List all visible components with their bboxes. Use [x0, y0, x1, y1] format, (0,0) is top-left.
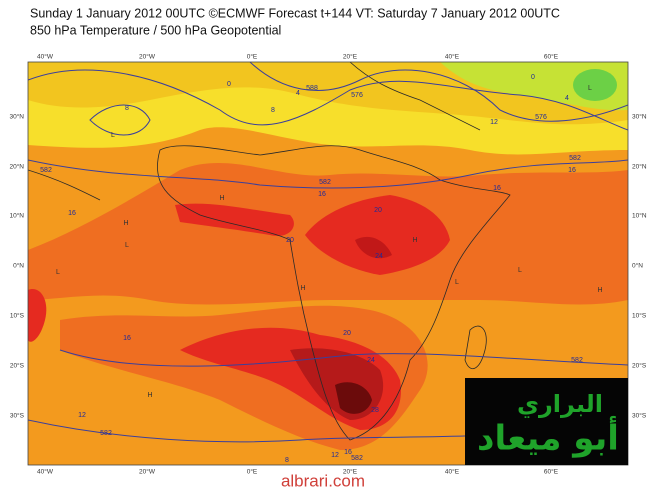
latitude-label: 30°N	[632, 113, 647, 121]
contour-label: 4	[296, 90, 300, 97]
latitude-label: 10°N	[632, 212, 647, 220]
watermark-box	[465, 378, 628, 465]
pressure-center: H	[123, 220, 128, 227]
contour-label: 576	[535, 114, 547, 121]
pressure-center: H	[412, 237, 417, 244]
latitude-label: 20°N	[632, 163, 647, 171]
contour-label: 16	[568, 167, 576, 174]
pressure-center: L	[455, 279, 459, 286]
pressure-center: H	[147, 392, 152, 399]
contour-label: 16	[318, 191, 326, 198]
contour-label: 12	[490, 119, 498, 126]
longitude-label: 40°E	[445, 468, 460, 476]
latitude-label: 0°N	[632, 262, 643, 270]
pressure-center: L	[111, 132, 115, 139]
contour-label: 582	[319, 179, 331, 186]
latitude-label: 30°S	[632, 412, 647, 420]
pressure-center: L	[588, 85, 592, 92]
contour-label: 8	[125, 105, 129, 112]
longitude-label: 0°E	[247, 468, 258, 476]
contour-label: 12	[78, 412, 86, 419]
latitude-label: 20°N	[9, 163, 24, 171]
map-labels: 40°W 40°W 20°W 20°W 0°E 0°E 20°E 20°E 40°E 40°E 60…	[9, 53, 646, 476]
pressure-center: H	[300, 285, 305, 292]
contour-label: 0	[227, 81, 231, 88]
contour-label: 28	[371, 407, 379, 414]
pressure-center: H	[597, 287, 602, 294]
longitude-label: 40°W	[37, 53, 54, 61]
latitude-label: 30°S	[10, 412, 25, 420]
latitude-label: 20°S	[632, 362, 647, 370]
watermark-line1: البراري	[517, 390, 603, 418]
latitude-label: 10°S	[632, 312, 647, 320]
pressure-center: L	[125, 242, 129, 249]
pressure-center: H	[219, 195, 224, 202]
contour-label: 8	[285, 457, 289, 464]
longitude-label: 40°E	[445, 53, 460, 61]
contour-label: 20	[374, 207, 382, 214]
contour-label: 24	[375, 253, 383, 260]
latitude-label: 30°N	[9, 113, 24, 121]
pressure-center: L	[56, 269, 60, 276]
map-subtitle: 850 hPa Temperature / 500 hPa Geopotenti…	[30, 23, 281, 37]
contour-label: 582	[571, 357, 583, 364]
contour-label: 12	[331, 452, 339, 459]
map-field	[28, 62, 628, 465]
pressure-center: L	[518, 267, 522, 274]
contour-label: 576	[351, 92, 363, 99]
contour-label: 20	[343, 330, 351, 337]
watermark-site: albrari.com	[281, 471, 365, 490]
map-title: Sunday 1 January 2012 00UTC ©ECMWF Forec…	[30, 6, 560, 20]
watermark-line2: أبو ميعاد	[477, 416, 619, 459]
contour-label: 588	[306, 85, 318, 92]
longitude-label: 60°E	[544, 468, 559, 476]
longitude-label: 20°W	[139, 468, 156, 476]
latitude-label: 10°S	[10, 312, 25, 320]
longitude-label: 20°W	[139, 53, 156, 61]
longitude-label: 20°E	[343, 468, 358, 476]
contour-label: 582	[351, 455, 363, 462]
contour-label: 24	[367, 357, 375, 364]
contour-label: 582	[569, 155, 581, 162]
contour-label: 16	[493, 185, 501, 192]
longitude-label: 0°E	[247, 53, 258, 61]
contour-label: 8	[271, 107, 275, 114]
contour-label: 582	[40, 167, 52, 174]
latitude-label: 10°N	[9, 212, 24, 220]
contour-label: 582	[100, 430, 112, 437]
longitude-label: 40°W	[37, 468, 54, 476]
contour-label: 4	[565, 95, 569, 102]
contour-label: 16	[344, 449, 352, 456]
latitude-label: 20°S	[10, 362, 25, 370]
latitude-label: 0°N	[13, 262, 24, 270]
contour-label: 16	[68, 210, 76, 217]
contour-label: 20	[286, 237, 294, 244]
map-frame	[27, 61, 629, 466]
longitude-label: 20°E	[343, 53, 358, 61]
contour-label: 16	[123, 335, 131, 342]
longitude-label: 60°E	[544, 53, 559, 61]
contour-label: 0	[531, 74, 535, 81]
